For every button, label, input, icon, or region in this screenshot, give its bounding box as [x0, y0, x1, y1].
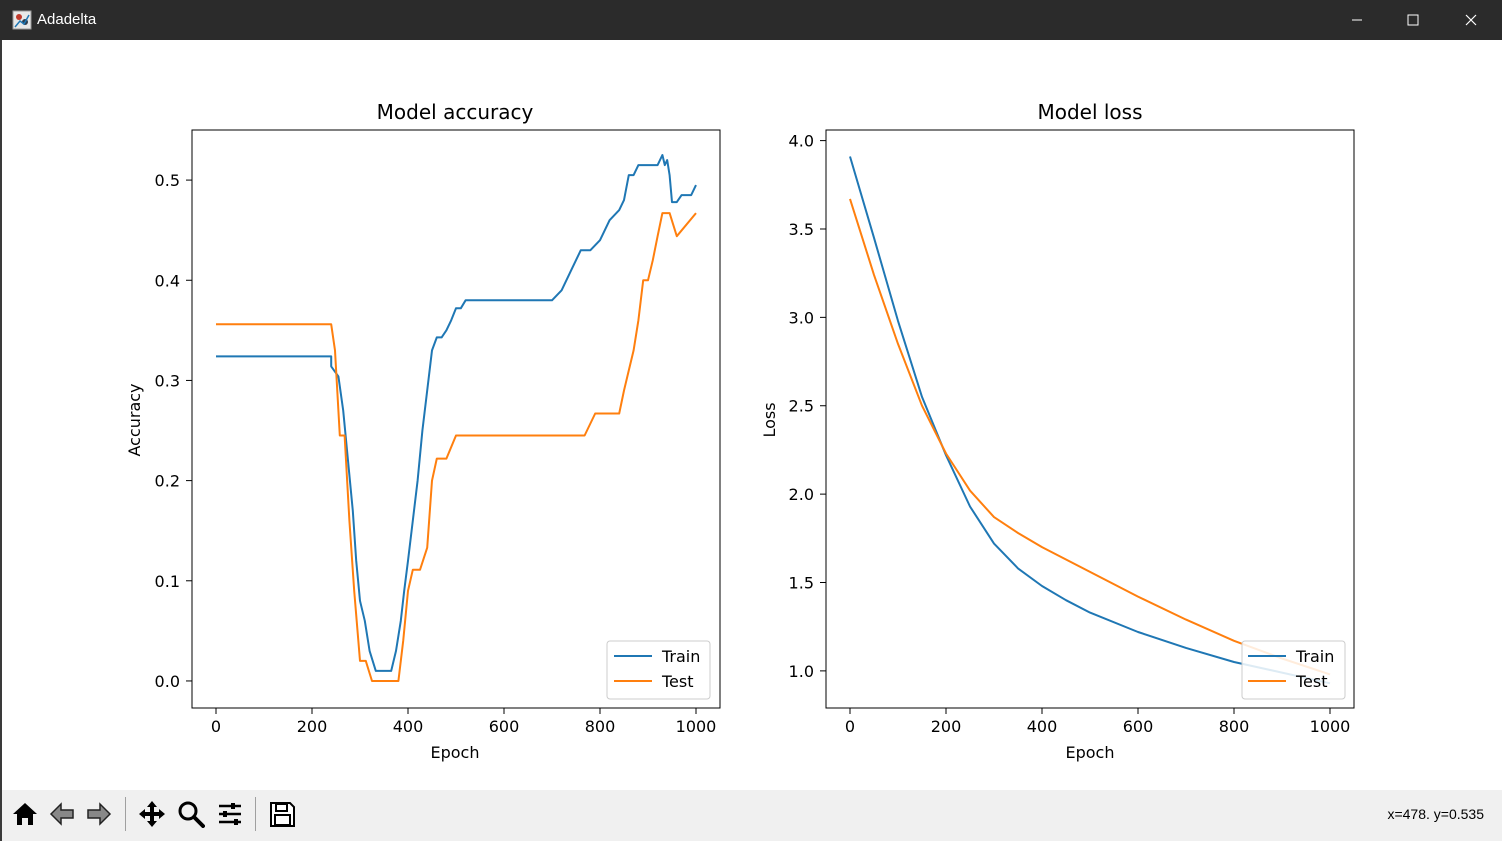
accuracy-ylabel: Accuracy	[125, 383, 144, 456]
minimize-button[interactable]	[1328, 0, 1386, 40]
close-button[interactable]	[1442, 0, 1500, 40]
accuracy-legend-test-label: Test	[661, 672, 694, 691]
accuracy-series-train-line	[216, 154, 697, 672]
loss-ytick-label: 3.0	[789, 308, 814, 327]
save-icon	[270, 802, 295, 827]
accuracy-xlabel: Epoch	[431, 743, 480, 762]
back-button[interactable]	[45, 796, 79, 832]
pan-icon	[139, 801, 165, 827]
loss-series-test-line	[849, 198, 1331, 676]
accuracy-xtick-label: 1000	[676, 717, 717, 736]
loss-ytick-label: 1.0	[789, 662, 814, 681]
forward-button[interactable]	[82, 796, 116, 832]
accuracy-ytick-label: 0.2	[155, 472, 180, 491]
loss-series-train-line	[849, 156, 1331, 685]
accuracy-series-test-line	[216, 212, 697, 682]
loss-ytick-label: 1.5	[789, 574, 814, 593]
home-icon	[13, 803, 37, 825]
loss-xtick-label: 0	[845, 717, 855, 736]
figure-canvas[interactable]: Model accuracy 0 200 400 600 800 1000 0.0 0.1 0.…	[0, 40, 1502, 790]
window-title: Adadelta	[37, 11, 97, 28]
accuracy-legend-train-label: Train	[661, 647, 700, 666]
cursor-coordinates: x=478. y=0.535	[1387, 806, 1484, 822]
toolbar-separator	[125, 797, 126, 831]
accuracy-legend: Train Test	[606, 640, 711, 700]
accuracy-xtick-label: 600	[489, 717, 520, 736]
accuracy-ytick-label: 0.5	[155, 171, 180, 190]
loss-xtick-label: 800	[1219, 717, 1250, 736]
loss-xtick-label: 400	[1027, 717, 1058, 736]
loss-ytick-label: 3.5	[789, 220, 814, 239]
home-button[interactable]	[8, 796, 42, 832]
loss-xtick-label: 200	[931, 717, 962, 736]
accuracy-xtick-label: 0	[211, 717, 221, 736]
loss-xlabel: Epoch	[1066, 743, 1115, 762]
save-button[interactable]	[265, 796, 299, 832]
accuracy-plot-frame	[191, 129, 721, 709]
pan-button[interactable]	[135, 796, 169, 832]
figure-svg[interactable]: Model accuracy 0 200 400 600 800 1000 0.0 0.1 0.…	[2, 40, 1502, 790]
back-icon	[49, 802, 74, 826]
loss-ytick-label: 4.0	[789, 132, 814, 151]
zoom-icon	[178, 801, 205, 828]
accuracy-axes[interactable]: Model accuracy 0 200 400 600 800 1000 0.0 0.1 0.…	[125, 100, 721, 762]
loss-ylabel: Loss	[760, 402, 779, 437]
loss-plot-frame	[825, 129, 1355, 709]
maximize-button[interactable]	[1384, 0, 1442, 40]
loss-xtick-label: 600	[1123, 717, 1154, 736]
accuracy-xtick-label: 800	[585, 717, 616, 736]
accuracy-ytick-label: 0.0	[155, 672, 180, 691]
accuracy-ytick-label: 0.4	[155, 271, 180, 290]
configure-subplots-button[interactable]	[213, 796, 247, 832]
window-title-bar[interactable]: Adadelta	[0, 0, 1502, 40]
matplotlib-figure-icon	[12, 10, 32, 30]
accuracy-xtick-label: 400	[393, 717, 424, 736]
loss-title: Model loss	[1037, 100, 1142, 124]
navigation-toolbar: x=478. y=0.535	[0, 790, 1502, 841]
close-icon	[1465, 14, 1477, 26]
loss-legend-train-label: Train	[1295, 647, 1334, 666]
configure-subplots-icon	[219, 803, 241, 825]
loss-legend-test-label: Test	[1295, 672, 1328, 691]
accuracy-ytick-label: 0.1	[155, 572, 180, 591]
minimize-icon	[1352, 19, 1362, 21]
loss-ytick-label: 2.0	[789, 485, 814, 504]
loss-ytick-label: 2.5	[789, 397, 814, 416]
accuracy-title: Model accuracy	[377, 100, 534, 124]
forward-icon	[87, 802, 112, 826]
maximize-icon	[1407, 14, 1419, 26]
loss-xtick-label: 1000	[1310, 717, 1351, 736]
loss-legend: Train Test	[1241, 640, 1346, 700]
zoom-button[interactable]	[174, 796, 208, 832]
loss-axes[interactable]: Model loss 0 200 400 600 800 1000 1.0 1.5 2.0 2.5…	[760, 100, 1355, 762]
toolbar-separator	[255, 797, 256, 831]
accuracy-ytick-label: 0.3	[155, 371, 180, 390]
accuracy-xtick-label: 200	[297, 717, 328, 736]
